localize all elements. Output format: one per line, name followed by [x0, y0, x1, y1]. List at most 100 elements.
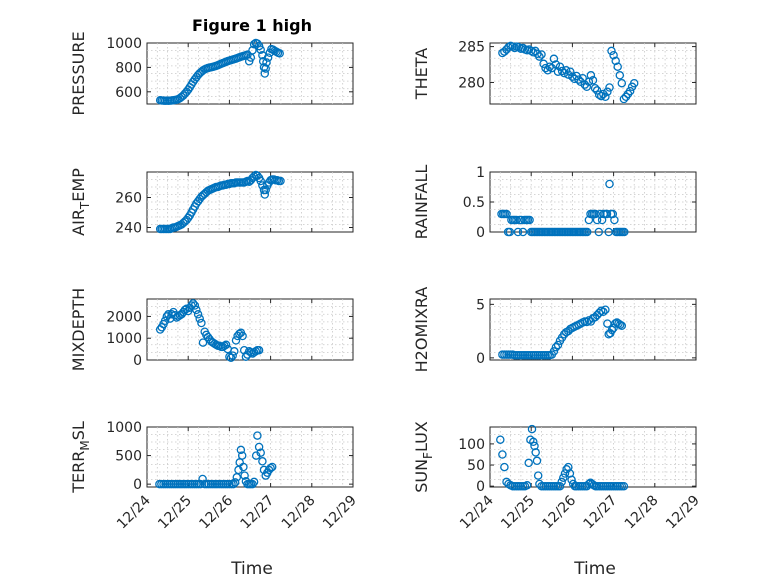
data-point — [512, 215, 521, 225]
data-point — [190, 301, 200, 310]
y-axis-label-pressure: PRESSURE — [69, 31, 88, 115]
y-axis-label-rainfall: RAINFALL — [412, 165, 431, 240]
data-point — [502, 209, 511, 219]
data-point — [607, 325, 617, 335]
data-point — [198, 474, 207, 484]
y-tick-label: 2000 — [106, 309, 142, 325]
data-point — [629, 78, 639, 88]
x-tick-label: 12/29 — [320, 493, 360, 533]
data-point — [496, 435, 505, 444]
x-tick-label: 12/26 — [539, 492, 579, 532]
data-point — [553, 67, 563, 76]
x-tick-label: 12/29 — [663, 493, 703, 533]
data-point — [590, 83, 600, 93]
data-point — [498, 450, 507, 459]
data-point — [231, 336, 241, 345]
data-point — [504, 43, 513, 52]
data-point — [263, 53, 273, 62]
data-point — [513, 227, 523, 237]
data-point — [254, 442, 264, 452]
data-point — [531, 448, 540, 457]
data-point — [619, 94, 629, 104]
data-point — [601, 305, 610, 314]
data-point — [238, 331, 247, 341]
data-point — [197, 318, 206, 328]
y-tick-label: 1 — [476, 165, 485, 181]
x-axis-label-left: Time — [230, 559, 273, 579]
data-point — [236, 445, 246, 455]
data-point — [510, 43, 519, 53]
y-axis-label-sun-flux: SUNFLUX — [412, 421, 435, 493]
data-point — [518, 227, 528, 237]
y-tick-label: 5 — [476, 297, 485, 313]
x-tick-label: 12/24 — [457, 492, 497, 532]
data-point — [613, 62, 622, 71]
data-point — [525, 215, 534, 225]
data-point — [253, 431, 262, 440]
data-point — [230, 347, 239, 356]
panel-sun-flux: 0 50 100 12/24 12/25 12/26 12/27 12/28 12/29 SUNF… — [412, 421, 703, 532]
data-point — [527, 424, 537, 434]
data-point — [582, 82, 592, 92]
data-point — [596, 91, 606, 101]
y-tick-label: 0 — [133, 477, 142, 493]
data-point — [239, 462, 248, 472]
data-point — [535, 52, 544, 61]
data-point — [500, 462, 509, 472]
data-point — [529, 437, 538, 447]
data-point — [529, 48, 538, 57]
data-point — [588, 76, 598, 85]
axes-background — [489, 298, 697, 361]
y-tick-label: 1000 — [106, 420, 142, 436]
data-point — [261, 64, 270, 73]
panel-mixdepth: 0 1000 2000 MIXDEPTH — [69, 288, 354, 371]
data-point — [615, 71, 625, 80]
data-point — [537, 50, 546, 59]
x-axis-label-right: Time — [573, 559, 616, 579]
data-point — [259, 63, 269, 72]
data-point — [533, 471, 543, 480]
x-tick-label: 12/28 — [622, 493, 662, 533]
data-point — [262, 58, 271, 67]
x-tick-label: 12/26 — [196, 492, 236, 532]
x-tick-label: 12/27 — [581, 493, 621, 533]
y-tick-label: 0 — [133, 353, 142, 369]
data-point — [549, 347, 559, 356]
data-point — [591, 209, 600, 219]
data-point — [560, 469, 570, 478]
data-point — [625, 86, 635, 96]
data-point — [522, 481, 532, 490]
y-axis-label-terr-msl: TERRMSL — [69, 421, 92, 494]
data-point — [611, 56, 620, 66]
data-point — [594, 227, 604, 237]
data-point — [559, 473, 568, 482]
x-tick-label: 12/27 — [238, 493, 278, 533]
data-point — [261, 185, 270, 195]
data-point — [267, 462, 277, 472]
data-point — [195, 314, 204, 323]
panel-air-temp: 240 260 AIRTEMP — [69, 168, 354, 237]
data-point — [508, 42, 517, 51]
data-point — [254, 345, 264, 355]
y-axis-label-air-temp: AIRTEMP — [69, 168, 92, 236]
data-point — [607, 46, 616, 56]
panel-pressure: 600 800 1000 PRESSURE — [69, 31, 354, 116]
data-point — [248, 46, 257, 55]
y-tick-label: 0 — [476, 479, 485, 495]
data-point — [256, 448, 265, 457]
data-point — [555, 481, 565, 491]
data-point — [566, 67, 575, 76]
data-point — [196, 479, 205, 489]
data-point — [193, 310, 203, 319]
y-tick-label: 0 — [476, 351, 485, 367]
data-point — [620, 227, 629, 237]
data-point — [187, 301, 196, 310]
data-point — [275, 49, 284, 58]
data-point — [605, 83, 614, 92]
data-point — [617, 78, 627, 88]
data-point — [557, 66, 567, 76]
data-point — [230, 478, 240, 487]
panel-terr-msl: 0 500 1000 12/24 12/25 12/26 12/27 12/28 12/29 TE… — [69, 420, 360, 532]
data-point — [567, 475, 576, 485]
